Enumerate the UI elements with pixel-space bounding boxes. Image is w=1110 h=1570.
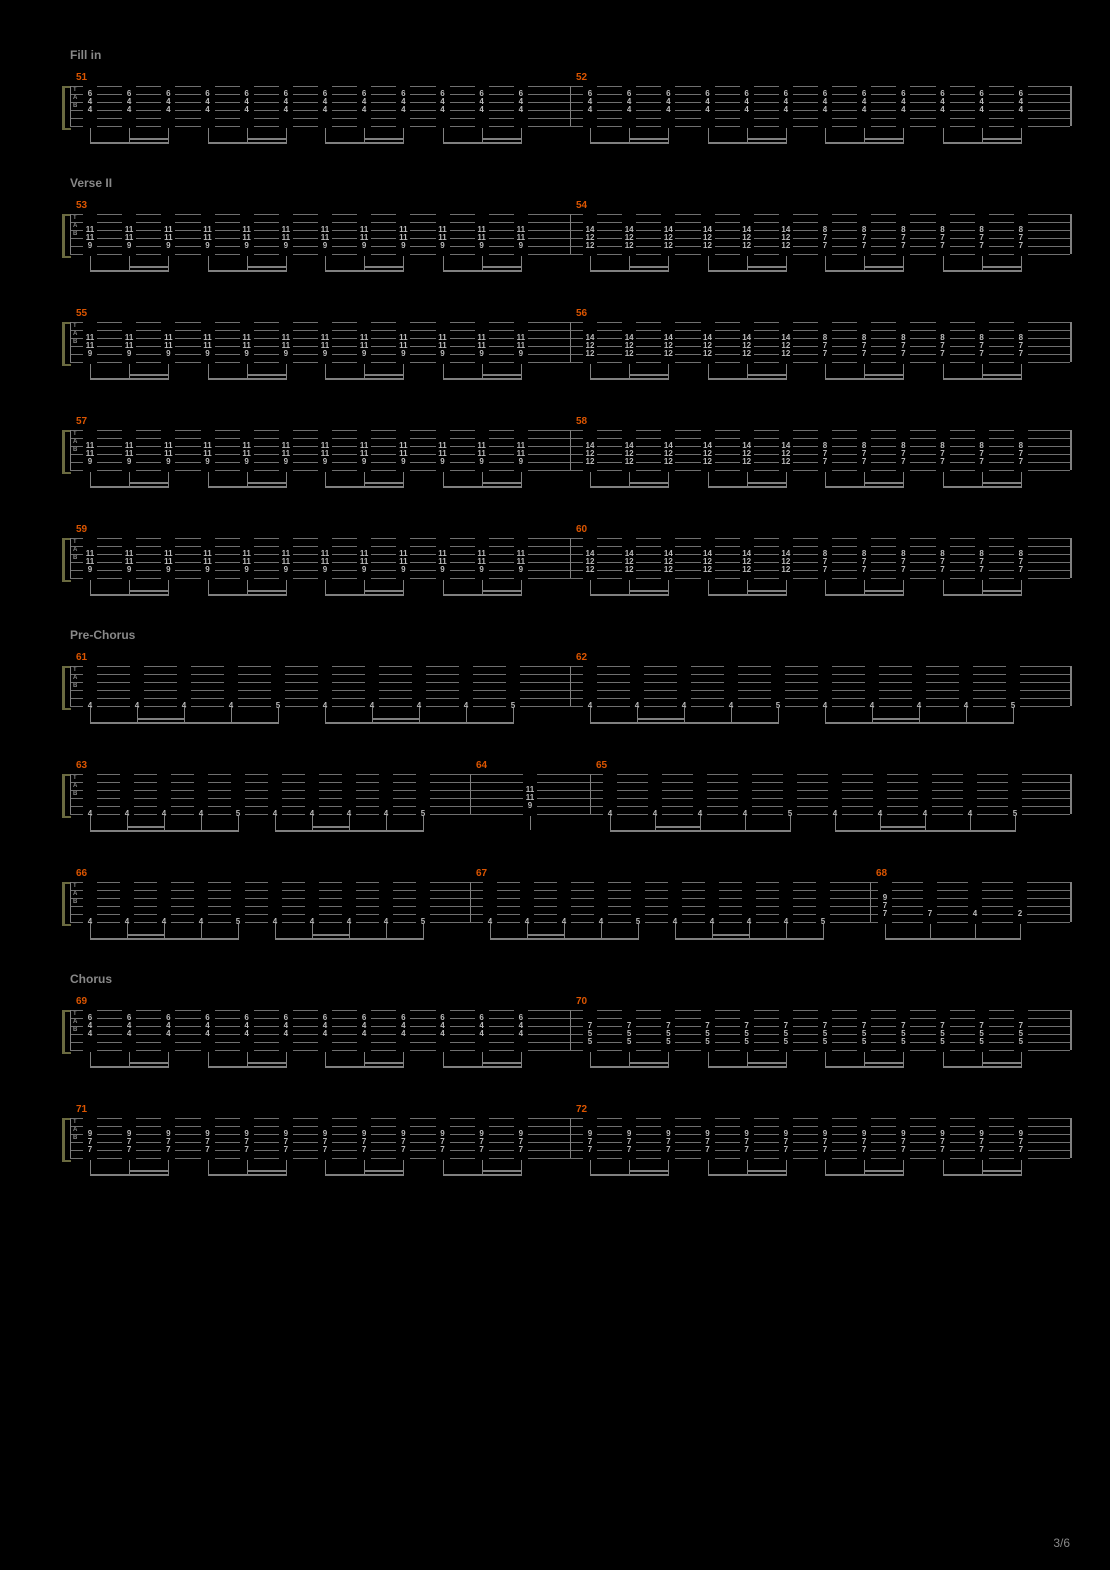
tab-system: TAB69 644 644 644 644 644 644 644 644 64…: [40, 988, 1070, 1082]
tab-system: TAB61 4 4 4 4 5 4 4 4 4 562 4 4 4 4 5 4 …: [40, 644, 1070, 738]
tab-staff: 71 977 977 977 977 977 977 977 977 977 9…: [70, 1118, 1070, 1158]
tab-system: TAB55 11119 11119 11119 11119 11119 1111…: [40, 300, 1070, 394]
tab-system: TAB63 4 4 4 4 5 4 4 4 4 564 11119 65 4 4…: [40, 752, 1070, 846]
tab-staff: 51 644 644 644 644 644 644 644 644 644 6…: [70, 86, 1070, 126]
tab-system: TAB51 644 644 644 644 644 644 644 644 64…: [40, 64, 1070, 158]
tab-system: TAB59 11119 11119 11119 11119 11119 1111…: [40, 516, 1070, 610]
section-label: Pre-Chorus: [70, 628, 1070, 642]
section-label: Chorus: [70, 972, 1070, 986]
tab-system: TAB71 977 977 977 977 977 977 977 977 97…: [40, 1096, 1070, 1190]
section-label: Fill in: [70, 48, 1070, 62]
tab-staff: 59 11119 11119 11119 11119 11119 11119 1…: [70, 538, 1070, 578]
tab-staff: 66 4 4 4 4 5 4 4 4 4 567 4 4 4 4 5 4 4 4…: [70, 882, 1070, 922]
tab-page: Fill in TAB51 644 644 644 644 644 644 644…: [0, 0, 1110, 1190]
tab-staff: 57 11119 11119 11119 11119 11119 11119 1…: [70, 430, 1070, 470]
systems-container: Fill in TAB51 644 644 644 644 644 644 644…: [40, 48, 1070, 1190]
section-label: Verse II: [70, 176, 1070, 190]
page-number: 3/6: [1053, 1536, 1070, 1550]
tab-staff: 61 4 4 4 4 5 4 4 4 4 562 4 4 4 4 5 4 4 4…: [70, 666, 1070, 706]
tab-system: TAB66 4 4 4 4 5 4 4 4 4 567 4 4 4 4 5 4 …: [40, 860, 1070, 954]
tab-system: TAB57 11119 11119 11119 11119 11119 1111…: [40, 408, 1070, 502]
tab-staff: 53 11119 11119 11119 11119 11119 11119 1…: [70, 214, 1070, 254]
measure-number: 64: [476, 760, 487, 771]
tab-staff: 69 644 644 644 644 644 644 644 644 644 6…: [70, 1010, 1070, 1050]
tab-staff: 55 11119 11119 11119 11119 11119 11119 1…: [70, 322, 1070, 362]
tab-staff: 63 4 4 4 4 5 4 4 4 4 564 11119 65 4 4 4 …: [70, 774, 1070, 814]
tab-system: TAB53 11119 11119 11119 11119 11119 1111…: [40, 192, 1070, 286]
